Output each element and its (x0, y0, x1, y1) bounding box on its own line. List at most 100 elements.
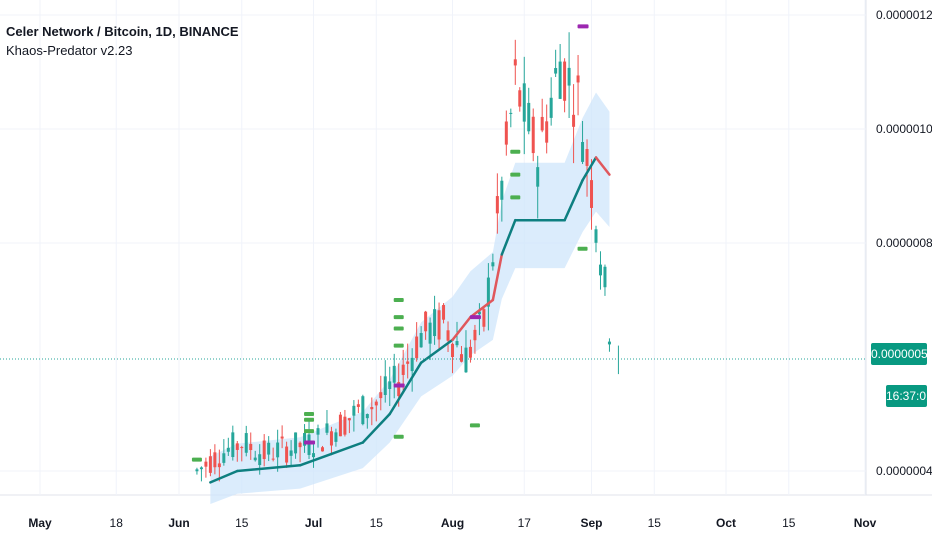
candle-body (392, 365, 396, 383)
time-axis-labels[interactable]: May 18 Jun 15 Jul 15 Aug 17 Sep 15 Oct 15 Nov (28, 516, 876, 530)
candle-body (491, 262, 495, 267)
candle-body (195, 469, 199, 472)
candle-body (563, 61, 567, 101)
grid (0, 0, 866, 495)
candle-body (549, 97, 553, 118)
indicator-title[interactable]: Khaos-Predator v2.23 (6, 43, 133, 58)
candle-body (482, 309, 486, 327)
candle-body (406, 361, 410, 364)
time-tick-label: 15 (235, 516, 249, 530)
candle-body (397, 382, 401, 397)
baseline-segment (209, 469, 239, 484)
symbol-title[interactable]: Celer Network / Bitcoin, 1D, BINANCE (6, 24, 239, 39)
candles (195, 32, 619, 482)
buy-signal-marker (469, 423, 480, 428)
buy-signal-marker (393, 343, 404, 348)
candle-body (567, 67, 571, 86)
candle-body (590, 180, 594, 208)
candle-body (473, 329, 477, 341)
candle-body (222, 453, 226, 463)
candle-body (374, 401, 378, 406)
candle-body (531, 116, 535, 154)
time-tick-label: Jun (168, 516, 189, 530)
candle-body (303, 433, 307, 446)
candle-body (249, 443, 253, 451)
candle-body (455, 341, 459, 346)
buy-signal-marker (191, 457, 202, 462)
candle-body (545, 121, 549, 143)
candle-body (379, 392, 383, 399)
candle-body (486, 277, 490, 307)
candle-body (280, 436, 284, 439)
volatility-band (210, 92, 610, 505)
baseline-segment (594, 156, 611, 176)
time-tick-label: May (28, 516, 52, 530)
candle-body (312, 453, 316, 458)
candle-body (204, 461, 208, 467)
candle-body (594, 229, 598, 243)
candle-body (240, 447, 244, 449)
sell-signal-marker (469, 315, 481, 320)
candle-body (495, 196, 499, 214)
buy-signal-marker (393, 326, 404, 331)
candle-body (464, 347, 468, 373)
candle-body (437, 310, 441, 340)
baseline-segment (388, 361, 423, 416)
sell-signal-marker (393, 383, 405, 388)
buy-signal-marker (577, 246, 588, 251)
baseline-segment (298, 452, 333, 467)
candle-body (451, 343, 455, 358)
baseline-segment (581, 156, 598, 182)
buy-signal-marker (393, 315, 404, 320)
candle-body (343, 416, 347, 435)
candle-body (477, 311, 481, 315)
price-tick-label: 0.00000040 (876, 464, 932, 478)
candle-body (370, 407, 374, 410)
candle-body (329, 431, 333, 446)
candle-body (500, 180, 504, 200)
candle-body (428, 322, 432, 344)
band-area (210, 92, 610, 505)
candle-body (410, 357, 414, 372)
candle-body (607, 341, 611, 345)
candle-body (388, 381, 392, 390)
candle-body (294, 432, 298, 454)
candle-body (285, 446, 289, 463)
baseline-segment (236, 464, 302, 473)
candle-body (267, 442, 271, 455)
candle-body (554, 68, 558, 74)
candle-body (572, 114, 576, 127)
buy-signal-marker (510, 195, 521, 200)
candle-body (540, 116, 544, 131)
bar-countdown-badge: 16:37:01 (886, 385, 932, 407)
candle-body (598, 264, 602, 276)
candle-body (383, 376, 387, 396)
candle-body (558, 61, 562, 99)
baseline-segment (469, 298, 495, 319)
baseline-segment (563, 179, 584, 222)
candle-body (334, 432, 338, 442)
baseline-segment (330, 441, 365, 456)
buy-signal-marker (393, 298, 404, 302)
time-tick-label: Jul (305, 516, 322, 530)
buy-signal-marker (304, 417, 315, 422)
candle-body (316, 428, 320, 435)
candle-body (365, 414, 369, 419)
candle-body (424, 311, 428, 332)
baseline-segment (451, 315, 472, 342)
candle-body (518, 90, 522, 107)
candle-body (356, 404, 360, 407)
current-price-badge: 0.00000059 (871, 343, 932, 365)
candle-body (276, 442, 280, 458)
candle-body (513, 59, 517, 66)
buy-signal-marker (304, 412, 315, 416)
candle-body (271, 458, 275, 460)
candle-body (603, 266, 607, 288)
time-tick-label: 17 (518, 516, 532, 530)
candle-body (208, 456, 212, 473)
